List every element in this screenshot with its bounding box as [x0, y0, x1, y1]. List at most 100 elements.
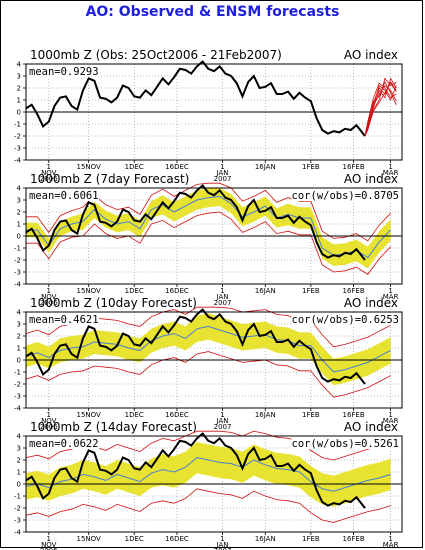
x-tick-label: 2007: [214, 299, 232, 307]
ensemble-min-line: [25, 488, 391, 523]
x-tick-label: 16DEC: [165, 535, 189, 543]
x-tick-label: 2006: [40, 547, 58, 550]
x-tick-label: 1: [47, 287, 51, 295]
x-tick-label: 1: [388, 287, 392, 295]
x-tick-label: 2006: [40, 175, 58, 183]
x-tick-label: 16FEB: [342, 287, 364, 295]
x-tick-label: 2006: [40, 299, 58, 307]
x-tick-label: 15NOV: [77, 411, 102, 419]
y-tick-label: -2: [14, 257, 21, 265]
x-tick-label: 1: [220, 535, 224, 543]
y-tick-label: 0: [17, 357, 21, 365]
y-tick-label: -1: [14, 493, 21, 501]
spread-band: [26, 442, 391, 507]
x-tick-label: 1FEB: [302, 411, 320, 419]
y-tick-label: -3: [14, 393, 21, 401]
ensemble-member-line: [364, 82, 397, 137]
ensemble-member-line: [364, 81, 397, 137]
x-tick-label: JAN: [216, 541, 229, 549]
y-tick-label: -4: [14, 405, 22, 413]
x-tick-label: MAR: [383, 293, 399, 301]
x-tick-label: JAN: [216, 417, 229, 425]
x-tick-label: 2007: [214, 547, 232, 550]
y-tick-label: -3: [14, 269, 21, 277]
spread-band: [26, 313, 391, 386]
y-tick-label: 2: [17, 85, 21, 93]
mean-label-bg: [27, 189, 100, 201]
x-tick-label: NOV: [41, 293, 57, 301]
y-tick-label: 2: [17, 457, 21, 465]
corr-label-bg: [291, 313, 401, 325]
y-tick-label: 3: [17, 445, 21, 453]
x-tick-label: 16DEC: [165, 163, 189, 171]
y-tick-label: 1: [17, 469, 21, 477]
y-tick-label: -1: [14, 121, 21, 129]
corr-label: cor(w/obs)=0.6253: [292, 314, 399, 326]
y-tick-label: -1: [14, 245, 21, 253]
mean-label: mean=0.0622: [29, 438, 99, 450]
mean-label-bg: [27, 65, 100, 77]
x-tick-label: 1DEC: [125, 163, 144, 171]
x-tick-label: 15NOV: [77, 287, 102, 295]
x-tick-label: 1: [47, 411, 51, 419]
x-tick-label: NOV: [41, 417, 57, 425]
x-tick-label: JAN: [216, 169, 229, 177]
x-tick-label: 16DEC: [165, 411, 189, 419]
panel-index-label: AO index: [344, 420, 398, 434]
x-tick-label: 1: [220, 287, 224, 295]
panel-index-label: AO index: [344, 296, 398, 310]
y-tick-label: 1: [17, 221, 21, 229]
panel-title: 1000mb Z (Obs: 25Oct2006 - 21Feb2007): [30, 48, 282, 62]
x-tick-label: 16DEC: [165, 287, 189, 295]
x-tick-label: 16FEB: [342, 411, 364, 419]
x-tick-label: NOV: [41, 169, 57, 177]
ensemble-min-line: [25, 351, 391, 398]
x-tick-label: 1FEB: [302, 535, 320, 543]
mean-label-bg: [27, 313, 100, 325]
panel-title: 1000mb Z (7day Forecast): [30, 172, 189, 186]
y-tick-label: 4: [17, 309, 22, 317]
ensemble-mean-line: [25, 325, 391, 373]
x-tick-label: 2007: [214, 423, 232, 431]
ensemble-member-line: [364, 84, 397, 137]
y-tick-label: 1: [17, 97, 21, 105]
x-tick-label: 16JAN: [255, 163, 276, 171]
ensemble-member-line: [364, 81, 397, 137]
y-tick-label: 0: [17, 109, 21, 117]
x-tick-label: 2006: [40, 423, 58, 431]
y-tick-label: -4: [14, 157, 22, 165]
y-tick-label: 3: [17, 321, 21, 329]
spread-band: [26, 188, 391, 269]
x-tick-label: 15NOV: [77, 535, 102, 543]
corr-label-bg: [291, 189, 401, 201]
observed-line: [25, 308, 366, 385]
x-tick-label: 1: [47, 535, 51, 543]
y-tick-label: -1: [14, 369, 21, 377]
x-tick-label: 1: [47, 163, 51, 171]
panel-title: 1000mb Z (14day Forecast): [30, 420, 197, 434]
y-tick-label: 3: [17, 197, 21, 205]
x-tick-label: 16JAN: [255, 287, 276, 295]
ensemble-member-line: [364, 77, 397, 137]
x-tick-label: 1DEC: [125, 535, 144, 543]
x-tick-label: 15NOV: [77, 163, 102, 171]
x-tick-label: 1: [388, 411, 392, 419]
y-tick-label: 0: [17, 481, 21, 489]
x-tick-label: 2007: [214, 175, 232, 183]
panel-index-label: AO index: [344, 172, 398, 186]
y-tick-label: -2: [14, 381, 21, 389]
x-tick-label: 16FEB: [342, 535, 364, 543]
y-tick-label: 1: [17, 345, 21, 353]
observed-line: [25, 432, 366, 509]
ensemble-mean-line: [25, 457, 391, 492]
y-tick-label: 4: [17, 433, 22, 441]
x-tick-label: 1FEB: [302, 163, 320, 171]
panel-index-label: AO index: [344, 48, 398, 62]
corr-label-bg: [291, 437, 401, 449]
x-tick-label: 1: [388, 535, 392, 543]
x-tick-label: 1FEB: [302, 287, 320, 295]
mean-label: mean=0.6061: [29, 190, 99, 202]
x-tick-label: MAR: [383, 541, 399, 549]
chart-panel-3: 1000mb Z (10day Forecast) AO index 4 3 2 1 0 -1…: [14, 296, 403, 431]
